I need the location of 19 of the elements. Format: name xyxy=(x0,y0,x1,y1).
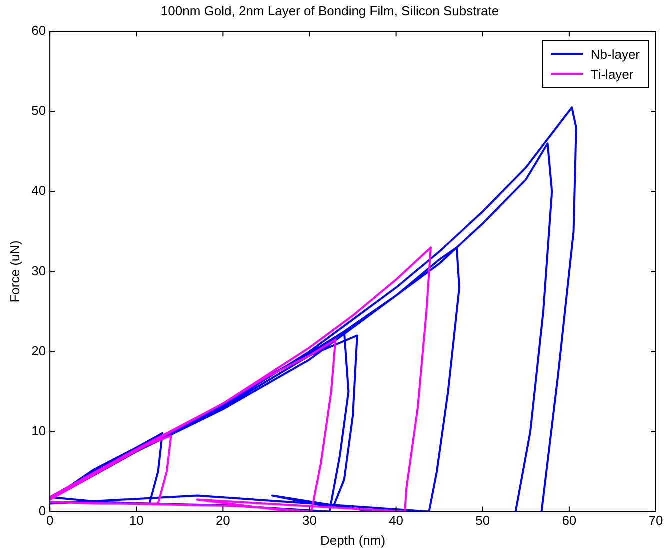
legend-label: Nb-layer xyxy=(590,46,640,62)
y-tick-label: 50 xyxy=(32,103,46,118)
x-tick-label: 70 xyxy=(648,513,664,528)
x-tick-label: 20 xyxy=(216,513,230,528)
x-tick-label: 30 xyxy=(302,513,317,528)
y-tick-label: 0 xyxy=(38,503,46,518)
x-axis-title: Depth (nm) xyxy=(320,532,386,548)
y-tick-label: 40 xyxy=(32,183,46,198)
x-tick-label: 40 xyxy=(389,513,404,528)
x-tick-label: 10 xyxy=(129,513,144,528)
x-tick-label: 50 xyxy=(476,513,490,528)
y-tick-label: 60 xyxy=(32,23,46,38)
legend-label: Ti-layer xyxy=(590,66,634,82)
chart-title: 100nm Gold, 2nm Layer of Bonding Film, Silicon Substrate xyxy=(160,3,500,18)
y-tick-label: 20 xyxy=(32,343,46,358)
y-axis-title: Force (uN) xyxy=(7,240,22,303)
y-tick-label: 10 xyxy=(32,423,46,438)
x-tick-label: 60 xyxy=(562,513,577,528)
y-tick-label: 30 xyxy=(32,263,46,278)
